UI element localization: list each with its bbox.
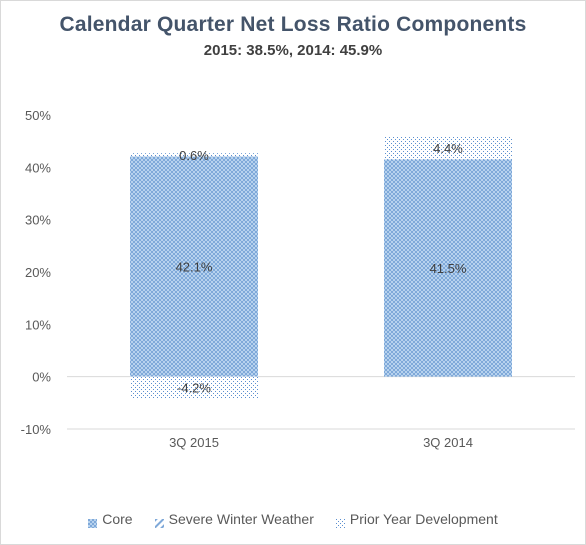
legend-label-prior-year-development: Prior Year Development (349, 511, 498, 527)
legend: Core Severe Winter Weather Prior Year De… (1, 511, 585, 528)
data-label: 0.6% (179, 148, 209, 163)
data-label: 41.5% (430, 261, 467, 276)
x-tick-label: 3Q 2014 (423, 435, 473, 450)
data-label: 42.1% (176, 260, 213, 275)
y-tick-label: 50% (25, 108, 51, 123)
legend-item-core: Core (88, 511, 133, 528)
data-label: 4.4% (433, 141, 463, 156)
legend-label-severe-winter-weather: Severe Winter Weather (168, 511, 314, 527)
y-tick-label: 40% (25, 160, 51, 175)
y-tick-label: 0% (32, 370, 51, 385)
legend-swatch-prior-year-development (335, 515, 345, 528)
legend-swatch-severe-winter-weather (154, 515, 164, 528)
y-tick-label: 30% (25, 213, 51, 228)
bar-segment-prior-year-development (384, 136, 512, 160)
bar-segment-core (384, 159, 512, 377)
legend-item-prior-year-development: Prior Year Development (335, 511, 498, 528)
bar-segment-core (130, 156, 258, 377)
y-tick-label: 10% (25, 317, 51, 332)
legend-swatch-core (88, 515, 98, 528)
y-tick-label: -10% (21, 422, 52, 437)
data-label: -4.2% (177, 381, 211, 396)
legend-label-core: Core (102, 511, 133, 527)
bar-segment-negative-prior-year-development (130, 376, 258, 399)
chart-title: Calendar Quarter Net Loss Ratio Componen… (59, 13, 527, 36)
y-tick-label: 20% (25, 265, 51, 280)
bar-segment-prior-year-development (130, 153, 258, 157)
x-tick-label: 3Q 2015 (169, 435, 219, 450)
legend-item-severe-winter-weather: Severe Winter Weather (154, 511, 314, 528)
chart-subtitle: 2015: 38.5%, 2014: 45.9% (203, 42, 383, 59)
